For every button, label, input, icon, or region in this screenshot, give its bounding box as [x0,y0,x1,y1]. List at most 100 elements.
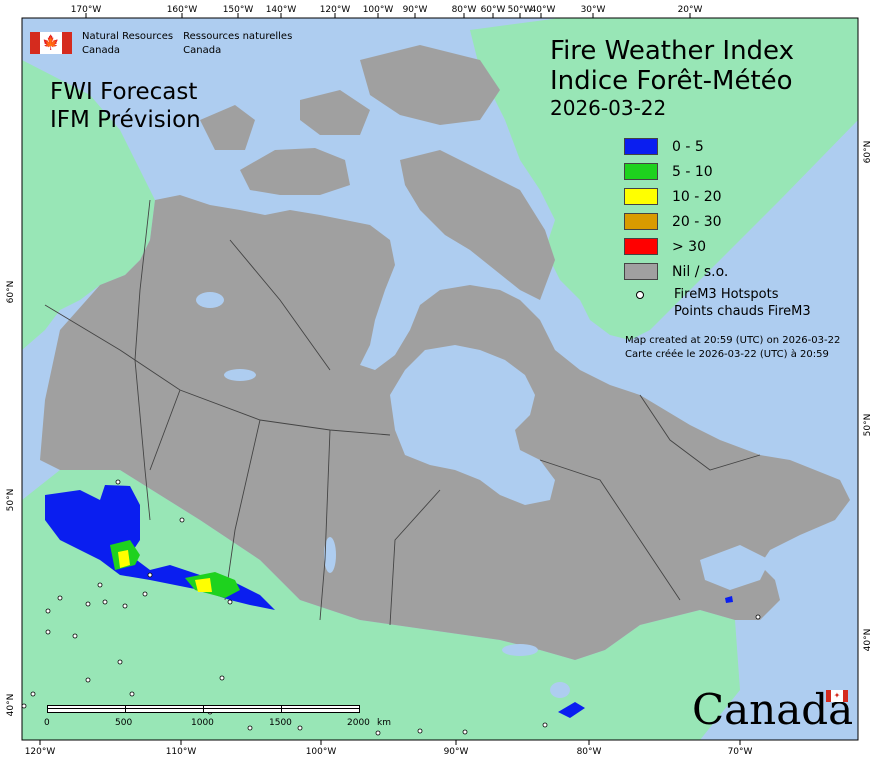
hotspot-markers [21,479,761,736]
wordmark-flag-icon: ✦ [826,690,848,702]
legend-swatch [624,238,658,255]
legend-label: > 30 [672,238,706,255]
map-created-note: Map created at 20:59 (UTC) on 2026-03-22… [625,334,840,362]
axis-top-label: 100°W [363,5,394,15]
lake-superior [502,644,538,656]
axis-top-label: 150°W [223,5,254,15]
signature-en-line2: Canada [82,45,121,56]
arctic-island-baffin [400,150,555,300]
axis-bottom-label: 120°W [25,747,56,757]
hotspot-label-en: FireM3 Hotspots [674,287,779,302]
axis-right-label: 50°N [863,414,873,437]
legend-swatch [624,163,658,180]
scale-label: 1000 [191,718,214,728]
title-line2: Indice Forêt-Météo [550,66,793,96]
signature-fr-line1: Ressources naturelles [183,31,293,42]
hotspot-label-fr: Points chauds FireM3 [674,304,811,319]
fwi-area-blue-ns [725,596,733,603]
arctic-island-ellesmere [360,45,500,125]
legend-item: 10 - 20 [624,184,728,209]
legend-item: > 30 [624,234,728,259]
axis-bottom-label: 80°W [577,747,602,757]
title-line1: Fire Weather Index [550,36,794,66]
axis-bottom-label: 110°W [166,747,197,757]
hudson-bay [390,345,555,505]
scale-label: 500 [115,718,133,728]
created-fr: Carte créée le 2026-03-22 (UTC) à 20:59 [625,349,829,360]
signature-en: Natural Resources Canada [82,30,173,58]
fwi-area-yellow [118,550,130,568]
hotspot-dot-icon [636,291,644,299]
scale-segment [47,705,126,713]
scale-unit: km [377,718,391,728]
province-boundaries [44,199,761,626]
axis-top-label: 50°W [508,5,533,15]
arctic-island-banks [200,105,255,150]
axis-top-label: 60°W [481,5,506,15]
axis-top-label: 160°W [167,5,198,15]
legend-item: 0 - 5 [624,134,728,159]
legend-label: 20 - 30 [672,213,722,230]
scale-segment [281,705,360,713]
axis-bottom-labels: 120°W 110°W 100°W 90°W 80°W 70°W [25,747,753,757]
hotspot-legend: FireM3 Hotspots Points chauds FireM3 [636,286,811,320]
axis-bottom-label: 70°W [728,747,753,757]
scale-segment [203,705,282,713]
axis-right-label: 60°N [863,141,873,164]
scale-label: 1500 [269,718,292,728]
fwi-area-yellow-2 [195,578,212,592]
legend-label: Nil / s.o. [672,263,729,280]
axis-right-label: 40°N [863,629,873,652]
legend: 0 - 5 5 - 10 10 - 20 20 - 30 > 30 Nil / … [624,134,728,284]
axis-top-label: 80°W [452,5,477,15]
maple-leaf-icon: 🍁 [30,32,72,54]
tick-marks [39,13,741,745]
fwi-forecast-line1: FWI Forecast [50,79,198,105]
legend-swatch [624,213,658,230]
arctic-island-devon [300,90,370,135]
legend-label: 10 - 20 [672,188,722,205]
legend-swatch [624,188,658,205]
scale-bar: 0 500 1000 1500 2000 km [44,705,391,735]
axis-right-labels: 60°N 50°N 40°N [863,141,873,652]
axis-top-label: 90°W [403,5,428,15]
signature-fr-line2: Canada [183,45,222,56]
scale-label: 0 [44,718,50,728]
great-bear-lake [196,292,224,308]
legend-item: 5 - 10 [624,159,728,184]
axis-top-label: 40°W [531,5,556,15]
signature-fr: Ressources naturelles Canada [183,30,292,58]
scale-midline [47,708,360,709]
legend-item: Nil / s.o. [624,259,728,284]
usa-land [22,470,740,740]
axis-left-label: 40°N [6,694,16,717]
axis-left-labels: 60°N 50°N 40°N [6,281,16,717]
gulf-st-lawrence [700,545,770,590]
axis-left-label: 60°N [6,281,16,304]
signature-en-line1: Natural Resources [82,31,174,42]
legend-swatch [624,138,658,155]
created-en: Map created at 20:59 (UTC) on 2026-03-22 [625,335,841,346]
axis-top-labels: 170°W 160°W 150°W 140°W 120°W 100°W 90°W… [71,5,703,15]
greenland-land [470,18,858,340]
great-slave-lake [224,369,256,381]
axis-top-label: 140°W [266,5,297,15]
map-border [21,17,859,741]
axis-left-label: 50°N [6,489,16,512]
fwi-area-green-2 [185,572,240,598]
fwi-forecast-line2: IFM Prévision [50,107,201,133]
legend-label: 5 - 10 [672,163,713,180]
legend-label: 0 - 5 [672,138,704,155]
lake-winnipeg [324,537,336,573]
page-title: Fire Weather Index Indice Forêt-Météo [550,36,794,96]
legend-swatch [624,263,658,280]
scale-segment [125,705,204,713]
arctic-island-victoria [240,148,350,195]
fwi-forecast-caption: FWI Forecast IFM Prévision [50,78,201,134]
alaska-land [22,60,155,350]
axis-top-label: 120°W [320,5,351,15]
axis-bottom-label: 100°W [306,747,337,757]
axis-top-label: 170°W [71,5,102,15]
